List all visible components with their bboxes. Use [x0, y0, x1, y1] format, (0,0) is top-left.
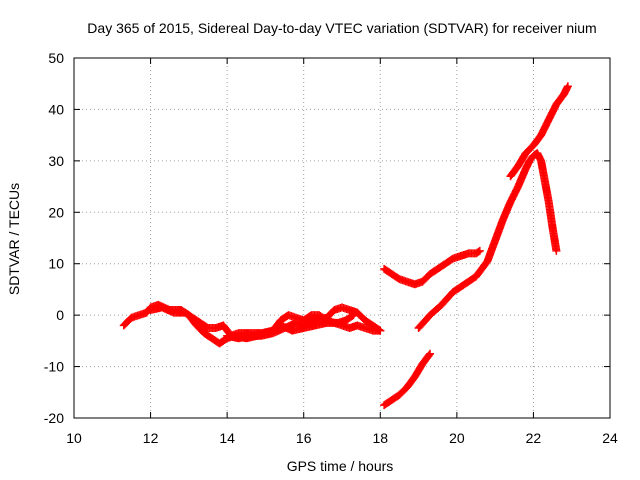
y-tick-label: 40 — [48, 101, 64, 117]
plot-frame — [73, 57, 611, 419]
axis-ticks: 10 12 14 16 18 20 22 24 -20 -10 0 10 20 30 40 50 — [44, 50, 618, 446]
y-tick-label: 30 — [48, 153, 64, 169]
x-tick-label: 10 — [66, 430, 82, 446]
y-tick-label: 50 — [48, 50, 64, 66]
series-arc-g — [506, 82, 572, 181]
y-tick-label: -20 — [44, 410, 64, 426]
x-tick-label: 22 — [526, 430, 542, 446]
x-tick-label: 16 — [296, 430, 312, 446]
data-point — [475, 246, 484, 255]
data-point — [426, 349, 435, 358]
x-tick-label: 18 — [372, 430, 388, 446]
data-point — [425, 350, 434, 359]
data-point — [474, 247, 483, 256]
x-tick-label: 14 — [219, 430, 235, 446]
data-point — [552, 246, 561, 255]
chart-title: Day 365 of 2015, Sidereal Day-to-day VTE… — [87, 20, 596, 36]
y-axis-label: SDTVAR / TECUs — [6, 183, 22, 295]
y-tick-label: 20 — [48, 204, 64, 220]
x-axis-label: GPS time / hours — [287, 458, 394, 474]
plot-area — [119, 82, 572, 410]
data-point — [563, 82, 572, 91]
data-point — [375, 325, 384, 334]
series-arc-f — [414, 149, 561, 332]
series-arc-c — [223, 303, 385, 343]
series-arc-d — [380, 246, 484, 289]
grid — [74, 58, 610, 418]
x-tick-label: 24 — [602, 430, 618, 446]
y-tick-label: -10 — [44, 359, 64, 375]
y-tick-label: 10 — [48, 256, 64, 272]
x-tick-label: 12 — [143, 430, 159, 446]
series-arc-e — [380, 349, 435, 410]
x-tick-label: 20 — [449, 430, 465, 446]
data-point — [376, 326, 385, 335]
y-tick-label: 0 — [56, 307, 64, 323]
